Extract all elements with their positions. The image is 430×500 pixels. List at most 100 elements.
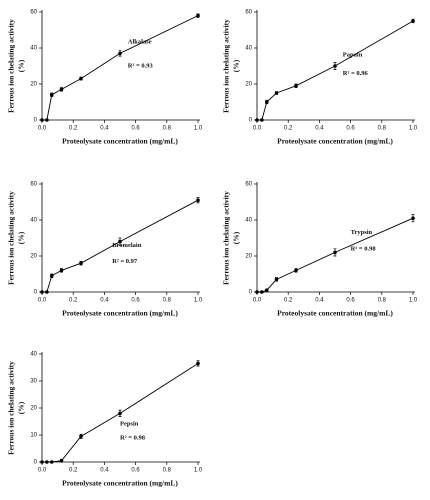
data-point	[260, 290, 264, 294]
x-tick-label: 0.0	[38, 126, 47, 132]
r-squared: R² = 0.97	[112, 258, 138, 265]
y-tick-label: 60	[245, 182, 252, 188]
panel: 0 20 40 60 0.0 0.2 0.4 0.6 0.8 1.0 Proteolysate co…	[222, 10, 418, 146]
y-axis-label: (%)	[17, 231, 26, 244]
data-point	[118, 239, 122, 244]
y-axis-label: (%)	[17, 401, 26, 414]
data-point	[411, 19, 415, 23]
x-tick-label: 0.0	[38, 298, 47, 304]
data-point	[59, 87, 64, 92]
x-tick-label: 0.2	[284, 298, 293, 304]
data-point	[79, 434, 83, 439]
r-squared: R² = 0.96	[343, 70, 369, 77]
x-tick-label: 1.0	[194, 126, 203, 132]
data-point	[255, 290, 259, 294]
x-tick-label: 1.0	[194, 468, 203, 474]
y-tick-label: 0	[249, 290, 253, 296]
data-point	[79, 76, 83, 81]
data-point	[411, 216, 415, 220]
x-tick-label: 0.4	[100, 468, 109, 474]
x-tick-label: 0.0	[253, 298, 262, 304]
x-tick-label: 0.6	[346, 298, 355, 304]
annotation: Pepsin	[120, 421, 139, 428]
x-tick-label: 0.6	[131, 298, 140, 304]
y-axis-label: Ferrous ion chelating activity	[222, 191, 231, 285]
x-tick-label: 0.6	[131, 126, 140, 132]
data-point	[59, 268, 64, 273]
annotation: Bromelain	[112, 242, 142, 249]
data-point	[118, 51, 122, 56]
y-tick-label: 20	[30, 82, 37, 88]
y-tick-label: 0	[34, 460, 38, 466]
y-tick-label: 30	[30, 379, 37, 385]
data-point	[40, 460, 44, 464]
y-tick-label: 40	[245, 218, 252, 224]
data-point	[118, 411, 122, 416]
x-axis-label: Proteolysate concentration (mg/mL)	[62, 479, 178, 488]
y-tick-label: 0	[34, 118, 38, 124]
r-squared: R² = 0.98	[120, 435, 146, 442]
data-point	[274, 277, 279, 282]
panel: 0 10 20 30 40 0.0 0.2 0.4 0.6 0.8 1.0 Proteolysate …	[7, 352, 203, 488]
x-tick-label: 1.0	[194, 298, 203, 304]
data-point	[196, 361, 200, 366]
x-axis-label: Proteolysate concentration (mg/mL)	[277, 309, 393, 318]
data-point	[45, 118, 49, 122]
y-tick-label: 40	[30, 352, 37, 358]
data-point	[40, 290, 44, 294]
data-point	[264, 288, 269, 293]
y-tick-label: 0	[249, 118, 253, 124]
y-tick-label: 10	[30, 433, 37, 439]
x-tick-label: 0.4	[315, 126, 324, 132]
y-tick-label: 20	[245, 82, 252, 88]
x-axis-label: Proteolysate concentration (mg/mL)	[277, 137, 393, 146]
x-tick-label: 0.8	[378, 298, 387, 304]
data-point	[40, 118, 44, 122]
x-tick-label: 0.4	[315, 298, 324, 304]
data-point	[333, 250, 337, 255]
y-tick-label: 60	[30, 182, 37, 188]
y-axis-label: (%)	[232, 59, 241, 72]
data-point	[255, 118, 259, 122]
y-axis-label: Ferrous ion chelating activity	[7, 19, 16, 113]
x-tick-label: 0.8	[163, 468, 172, 474]
panel: 0 20 40 60 0.0 0.2 0.4 0.6 0.8 1.0 Proteolysate co…	[7, 10, 203, 146]
y-axis-label: Ferrous ion chelating activity	[7, 191, 16, 285]
y-tick-label: 20	[30, 406, 37, 412]
x-tick-label: 0.8	[163, 126, 172, 132]
x-tick-label: 0.6	[346, 126, 355, 132]
x-tick-label: 0.0	[38, 468, 47, 474]
panel: 0 20 40 60 0.0 0.2 0.4 0.6 0.8 1.0 Proteolysate co…	[222, 182, 418, 318]
data-point	[333, 64, 337, 68]
data-point	[79, 261, 83, 266]
data-point	[274, 91, 279, 95]
r-squared: R² = 0.98	[351, 245, 377, 252]
data-point	[196, 13, 200, 18]
data-point	[260, 118, 264, 122]
panel: 0 20 40 60 0.0 0.2 0.4 0.6 0.8 1.0 Proteolysate co…	[7, 182, 203, 318]
data-point	[294, 268, 298, 273]
r-squared: R² = 0.93	[128, 62, 154, 69]
data-point	[196, 198, 200, 202]
y-tick-label: 20	[245, 254, 252, 260]
y-tick-label: 0	[34, 290, 38, 296]
y-tick-label: 60	[245, 10, 252, 16]
data-point	[264, 100, 269, 104]
y-axis-label: (%)	[232, 231, 241, 244]
x-tick-label: 0.6	[131, 468, 140, 474]
x-tick-label: 0.0	[253, 126, 262, 132]
x-tick-label: 0.2	[69, 298, 78, 304]
data-point	[49, 460, 54, 464]
data-point	[45, 290, 49, 294]
annotation: Trypsin	[351, 229, 373, 236]
series-line	[257, 20, 414, 121]
x-tick-label: 0.4	[100, 126, 109, 132]
x-tick-label: 0.2	[69, 126, 78, 132]
x-tick-label: 1.0	[409, 298, 418, 304]
x-tick-label: 1.0	[409, 126, 418, 132]
annotation: Alkalase	[128, 39, 152, 46]
data-point	[49, 93, 54, 97]
x-tick-label: 0.4	[100, 298, 109, 304]
